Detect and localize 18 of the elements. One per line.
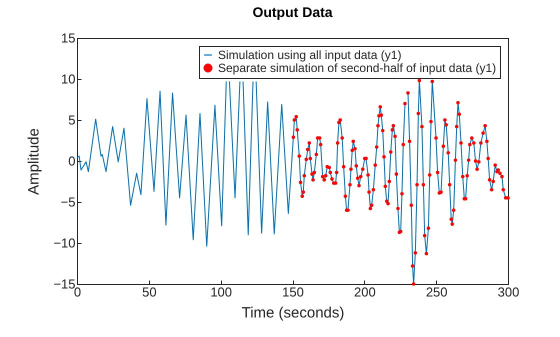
chart-title: Output Data bbox=[252, 4, 333, 20]
y-tick-label: 15 bbox=[61, 30, 76, 46]
x-axis-title: Time (seconds) bbox=[242, 304, 344, 322]
legend-label: Simulation using all input data (y1) bbox=[218, 48, 402, 62]
y-tick-label: −15 bbox=[53, 276, 76, 292]
x-tick-label: 100 bbox=[210, 284, 232, 300]
y-tick-label: 10 bbox=[61, 72, 76, 86]
legend-label: Separate simulation of second-half of input data (y1) bbox=[218, 61, 496, 75]
y-tick-label: 0 bbox=[68, 154, 76, 168]
y-axis-title: Amplitude bbox=[25, 128, 42, 195]
x-tick-label: 50 bbox=[142, 284, 157, 300]
x-tick-label: 300 bbox=[498, 284, 520, 300]
y-tick-label: −5 bbox=[60, 194, 76, 210]
x-tick-label: 150 bbox=[282, 284, 304, 300]
y-tick-label: 5 bbox=[68, 112, 76, 128]
x-tick-label: 200 bbox=[354, 284, 376, 300]
x-tick-label: 250 bbox=[426, 284, 448, 300]
y-tick-label: −10 bbox=[53, 236, 76, 250]
